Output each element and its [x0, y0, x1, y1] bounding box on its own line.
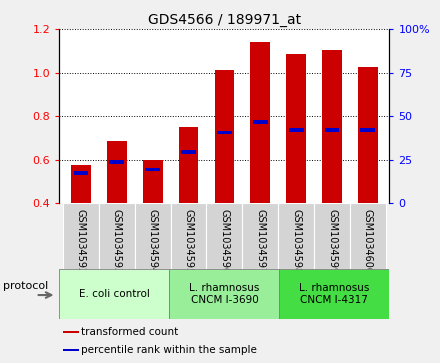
Bar [179, 127, 198, 203]
Bar [215, 70, 234, 203]
Text: protocol: protocol [3, 281, 48, 291]
Bar [71, 165, 91, 203]
Text: GSM1034598: GSM1034598 [291, 208, 301, 274]
Bar [206, 203, 242, 269]
Bar [253, 120, 268, 123]
Text: GSM1034595: GSM1034595 [183, 208, 194, 274]
Text: GSM1034599: GSM1034599 [327, 208, 337, 274]
Text: transformed count: transformed count [81, 327, 178, 337]
Text: GSM1034594: GSM1034594 [148, 208, 158, 274]
Text: L. rhamnosus
CNCM I-4317: L. rhamnosus CNCM I-4317 [299, 283, 370, 305]
Text: E. coli control: E. coli control [79, 289, 150, 299]
Title: GDS4566 / 189971_at: GDS4566 / 189971_at [148, 13, 301, 26]
Bar [314, 203, 350, 269]
Bar [358, 67, 378, 203]
Text: GSM1034600: GSM1034600 [363, 208, 373, 273]
Bar [135, 203, 171, 269]
Text: GSM1034592: GSM1034592 [76, 208, 86, 274]
Bar [63, 331, 78, 333]
Bar [143, 160, 162, 203]
Text: GSM1034593: GSM1034593 [112, 208, 122, 274]
Bar [169, 269, 279, 319]
Bar [171, 203, 206, 269]
Bar [289, 129, 304, 132]
Bar [99, 203, 135, 269]
Bar [350, 203, 386, 269]
Bar [278, 203, 314, 269]
Bar [63, 349, 78, 351]
Bar [250, 42, 270, 203]
Text: GSM1034596: GSM1034596 [220, 208, 229, 274]
Bar [110, 160, 124, 164]
Bar [63, 203, 99, 269]
Text: percentile rank within the sample: percentile rank within the sample [81, 345, 257, 355]
Bar [59, 269, 169, 319]
Bar [107, 141, 127, 203]
Text: L. rhamnosus
CNCM I-3690: L. rhamnosus CNCM I-3690 [189, 283, 260, 305]
Bar [279, 269, 389, 319]
Text: GSM1034597: GSM1034597 [255, 208, 265, 274]
Bar [360, 129, 375, 132]
Bar [242, 203, 278, 269]
Bar [286, 54, 306, 203]
Bar [145, 168, 160, 171]
Bar [325, 129, 339, 132]
Bar [181, 150, 196, 154]
Bar [217, 131, 232, 134]
Bar [73, 171, 88, 175]
Bar [322, 50, 342, 203]
